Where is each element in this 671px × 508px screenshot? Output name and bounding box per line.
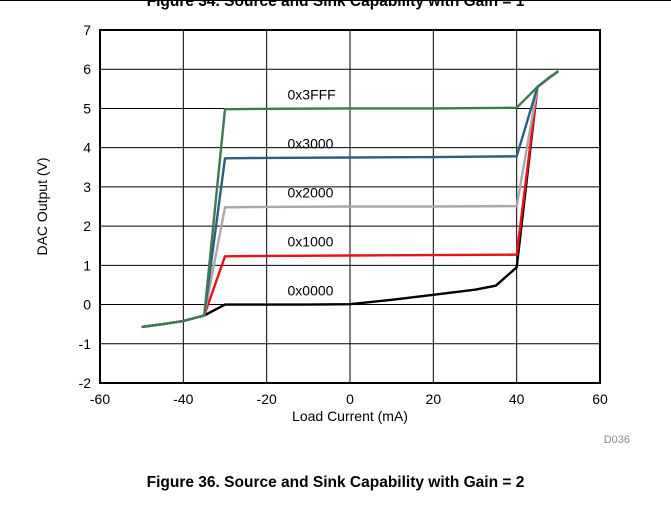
x-tick-label: 20 xyxy=(426,391,442,407)
y-tick-label: 6 xyxy=(83,61,91,77)
series-label: 0x0000 xyxy=(288,283,334,299)
chart: -60 -40 -20 0 20 40 60 -2 -1 0 1 2 3 4 5 6 7 0x3FFF 0x300… xyxy=(34,22,630,446)
y-tick-label: 5 xyxy=(83,100,91,116)
series-line-0x3fff xyxy=(141,70,559,329)
bottom-figure-caption: Figure 36. Source and Sink Capability wi… xyxy=(0,474,671,492)
x-tick-label: -40 xyxy=(173,391,193,407)
tick-labels: -60 -40 -20 0 20 40 60 -2 -1 0 1 2 3 4 5 6 7 xyxy=(79,22,608,407)
x-tick-label: 60 xyxy=(592,391,608,407)
figure-id: D036 xyxy=(604,434,630,446)
x-tick-label: 40 xyxy=(509,391,525,407)
y-tick-label: 2 xyxy=(83,218,91,234)
x-tick-label: -20 xyxy=(257,391,277,407)
y-axis-label: DAC Output (V) xyxy=(34,157,50,255)
y-tick-label: 0 xyxy=(83,297,91,313)
bottom-caption-text: Figure 36. Source and Sink Capability wi… xyxy=(146,474,525,491)
plot-frame xyxy=(99,29,601,384)
series-label: 0x2000 xyxy=(288,185,334,201)
series-labels: 0x3FFF 0x3000 0x2000 0x1000 0x0000 xyxy=(288,86,336,298)
x-axis-label: Load Current (mA) xyxy=(292,408,408,424)
y-tick-label: 4 xyxy=(83,140,91,156)
y-tick-label: 1 xyxy=(83,257,91,273)
x-tick-label: -60 xyxy=(90,391,110,407)
y-tick-label: -1 xyxy=(79,336,92,352)
series-label: 0x3000 xyxy=(288,135,334,151)
series-label: 0x1000 xyxy=(288,234,334,250)
top-figure-caption: Figure 34. Source and Sink Capability wi… xyxy=(146,0,525,10)
top-rule xyxy=(0,0,671,1)
series-layer xyxy=(141,70,559,329)
y-tick-label: 3 xyxy=(83,179,91,195)
series-label: 0x3FFF xyxy=(288,86,336,102)
y-tick-label: -2 xyxy=(79,375,92,391)
x-tick-label: 0 xyxy=(346,391,354,407)
y-tick-label: 7 xyxy=(83,22,91,38)
